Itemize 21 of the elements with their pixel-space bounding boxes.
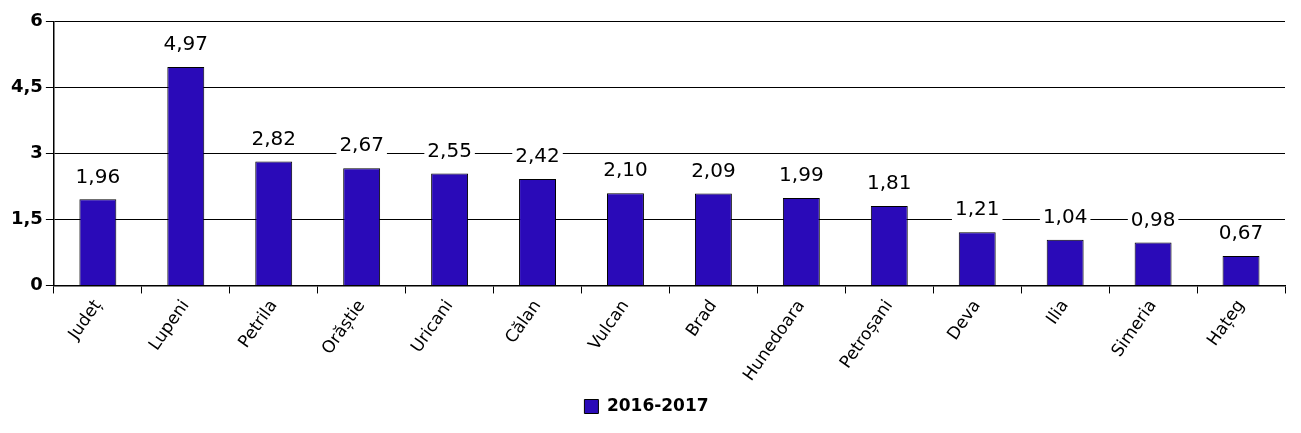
- x-tick-label: Ilia: [1041, 295, 1073, 328]
- data-label: 1,21: [954, 196, 1000, 221]
- y-tick-label: 0: [30, 273, 43, 295]
- data-label: 2,42: [515, 143, 560, 168]
- data-label: 4,97: [163, 31, 209, 56]
- data-label: 1,99: [779, 162, 824, 187]
- y-tick-label: 3: [30, 141, 43, 163]
- data-label: 1,96: [75, 163, 121, 188]
- y-tick-label: 4,5: [11, 75, 43, 97]
- data-label: 0,98: [1130, 206, 1176, 231]
- y-tick-label: 6: [30, 9, 43, 31]
- data-label: 2,10: [603, 157, 648, 182]
- data-label: 1,81: [867, 170, 912, 195]
- data-label: 2,09: [691, 157, 736, 182]
- data-label: 2,82: [251, 125, 296, 150]
- data-label: 0,67: [1218, 220, 1264, 245]
- data-label: 2,67: [339, 132, 384, 157]
- data-label: 2,55: [427, 137, 472, 162]
- y-tick-label: 1,5: [11, 207, 43, 229]
- legend-label: 2016-2017: [606, 394, 709, 415]
- data-label: 1,04: [1042, 203, 1088, 228]
